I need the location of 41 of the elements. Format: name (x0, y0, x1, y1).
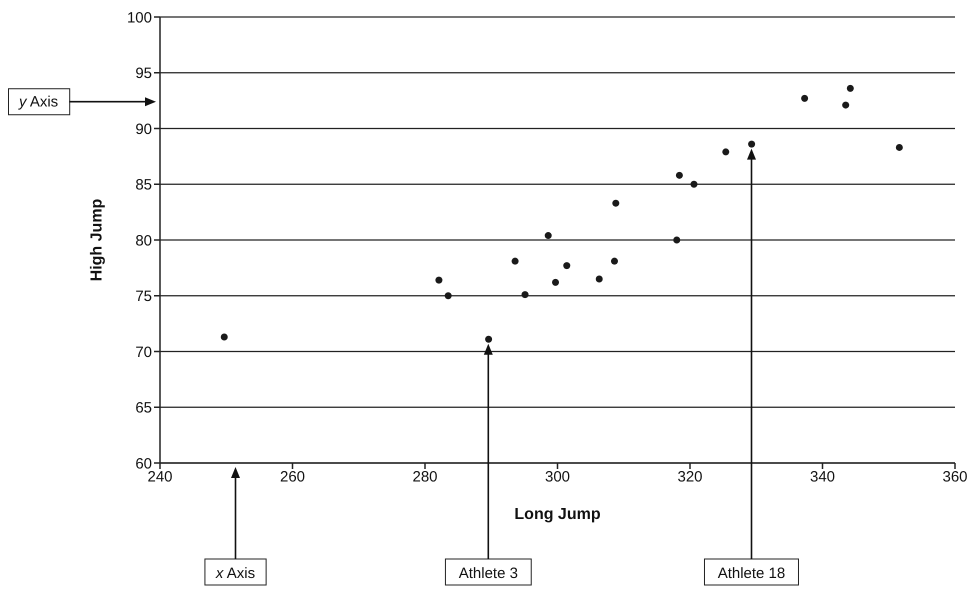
x-tick-label: 260 (280, 468, 306, 486)
point (896, 144, 903, 151)
x-tick-label: 360 (942, 468, 968, 486)
y-tick-label: 65 (135, 400, 152, 417)
y-tick-label: 70 (135, 344, 152, 361)
x-tick-label: 340 (810, 468, 836, 486)
point (544, 232, 552, 240)
point (610, 258, 618, 265)
text: Athlete 3 (458, 565, 518, 582)
y-tick-label: 95 (135, 65, 152, 82)
point (842, 102, 850, 109)
y-tick-label: 75 (135, 288, 152, 306)
y-tick-label: 85 (135, 176, 152, 194)
point (690, 180, 698, 188)
y-tick-label: 80 (135, 232, 152, 250)
x-tick-label: 300 (544, 468, 570, 486)
point (673, 236, 680, 244)
text: x Axis (214, 565, 256, 582)
point (444, 292, 452, 300)
point (435, 276, 442, 284)
text: y Axis (18, 94, 58, 111)
point (552, 278, 560, 286)
x-tick-label: 280 (412, 468, 438, 486)
y-tick-label: 100 (126, 9, 152, 26)
point (722, 148, 730, 156)
text: Athlete 18 (718, 565, 786, 582)
x-tick-label: 320 (677, 468, 703, 486)
point (612, 200, 620, 207)
point (596, 276, 603, 283)
x-axis-title: Long Jump (514, 506, 601, 523)
point (485, 336, 492, 343)
point (846, 84, 854, 92)
point (563, 262, 570, 270)
point (512, 258, 519, 265)
y-axis-title: High Jump (88, 198, 106, 282)
point (748, 140, 756, 148)
point (801, 94, 808, 102)
point (220, 334, 228, 341)
y-tick-label: 90 (135, 120, 152, 138)
point (676, 172, 683, 179)
point (522, 291, 529, 298)
